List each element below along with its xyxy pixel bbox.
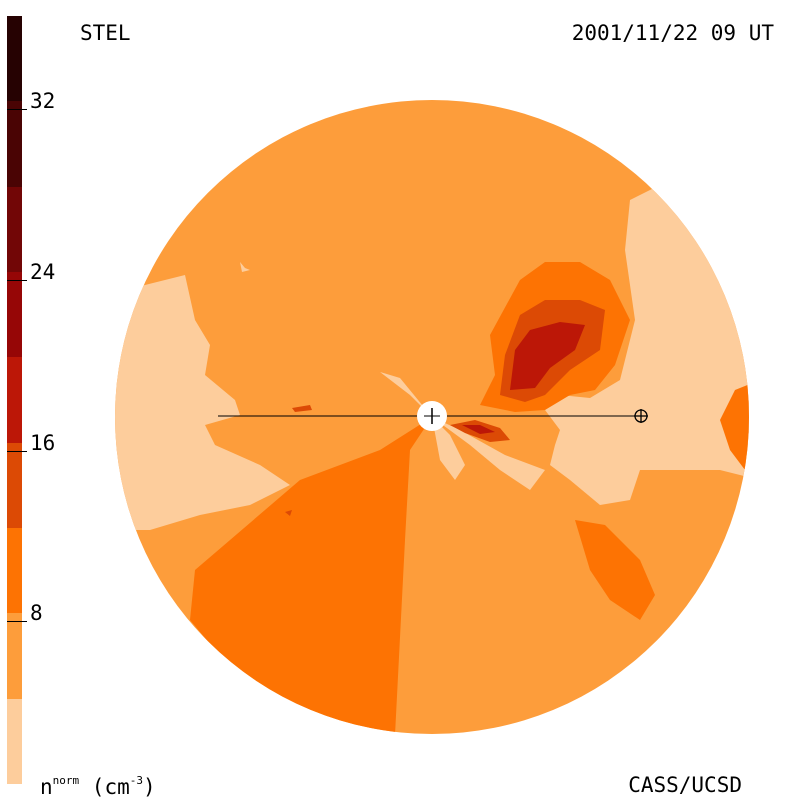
contour-speck-2 bbox=[240, 262, 250, 272]
earth-icon bbox=[634, 409, 648, 423]
colorbar-level-7 bbox=[7, 101, 22, 187]
colorbar-level-8 bbox=[7, 16, 22, 102]
colorbar-tick-label: 16 bbox=[30, 430, 56, 455]
contour-sun-red-core bbox=[462, 425, 495, 434]
contour-lower-left bbox=[190, 417, 432, 734]
colorbar-tick-label: 24 bbox=[30, 260, 56, 284]
unit-sup: norm bbox=[52, 774, 80, 787]
colorbar-tick bbox=[7, 621, 27, 623]
unit-close: ) bbox=[142, 775, 156, 799]
contour-east-edge bbox=[720, 380, 749, 480]
colorbar bbox=[7, 16, 22, 784]
colorbar-level-1 bbox=[7, 613, 22, 699]
unit-rest: (cm bbox=[79, 775, 130, 799]
contour-west-pale bbox=[115, 275, 290, 530]
colorbar-tick bbox=[7, 109, 27, 111]
contour-sun-wedge-2 bbox=[432, 417, 465, 480]
colorbar-level-2 bbox=[7, 528, 22, 614]
colorbar-tick bbox=[7, 280, 27, 281]
contour-speck-1 bbox=[292, 405, 312, 412]
credit-label: CASS/UCSD bbox=[628, 773, 742, 797]
contour-sun-wedge bbox=[432, 417, 545, 490]
unit-base: n bbox=[40, 775, 53, 799]
contour-lobe-16 bbox=[510, 322, 585, 390]
unit-exp: -3 bbox=[129, 774, 143, 787]
colorbar-level-0 bbox=[7, 698, 22, 784]
timestamp-label: 2001/11/22 09 UT bbox=[571, 21, 774, 45]
colorbar-tick bbox=[7, 450, 27, 452]
observatory-label: STEL bbox=[80, 21, 131, 45]
colorbar-level-6 bbox=[7, 186, 22, 272]
colorbar-tick-label: 32 bbox=[30, 89, 56, 114]
contour-southeast bbox=[575, 520, 655, 620]
colorbar-level-3 bbox=[7, 442, 22, 528]
colorbar-level-5 bbox=[7, 272, 22, 358]
colorbar-level-4 bbox=[7, 357, 22, 443]
unit-label: nnorm (cm-3) bbox=[40, 775, 156, 798]
colorbar-tick-label: 8 bbox=[30, 601, 43, 626]
contour-speck-3 bbox=[285, 510, 292, 516]
sun-icon bbox=[417, 401, 447, 431]
